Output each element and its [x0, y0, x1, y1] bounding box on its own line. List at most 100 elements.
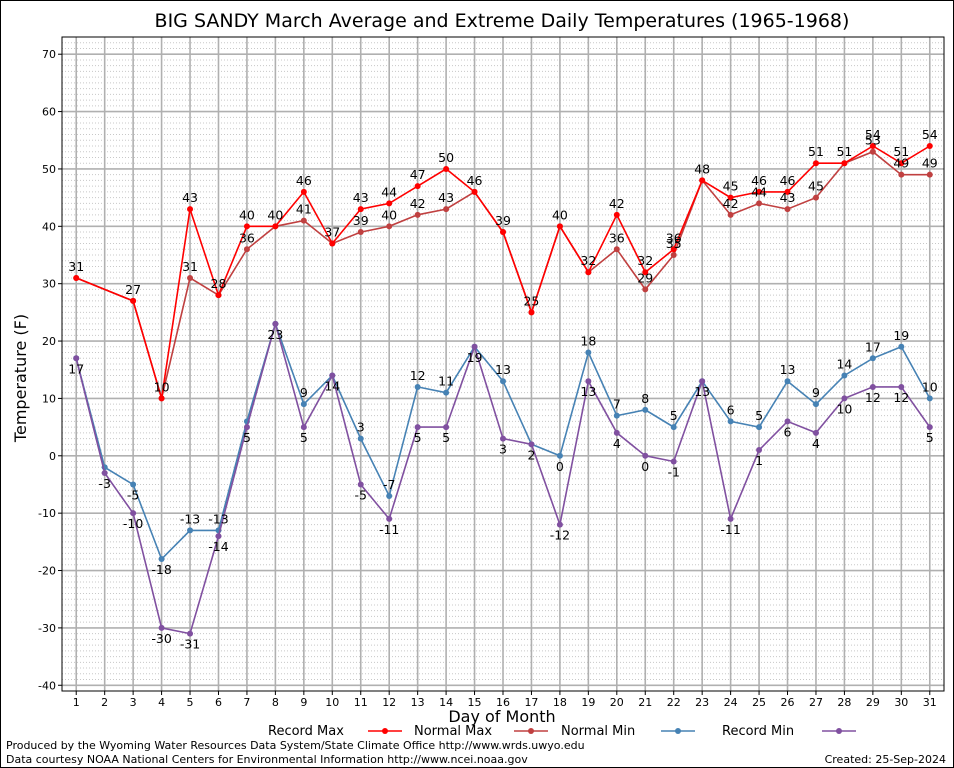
- footer-created: Created: 25-Sep-2024: [825, 753, 946, 766]
- y-tick-label: 70: [42, 48, 56, 61]
- y-tick-label: 20: [42, 335, 56, 348]
- normal-max-label: 36: [239, 230, 255, 245]
- normal-max-label: 44: [751, 184, 767, 199]
- x-tick-label: 18: [553, 696, 567, 709]
- record-min-point: [158, 624, 165, 631]
- record-min-point: [784, 418, 791, 425]
- footer-produced-by: Produced by the Wyoming Water Resources …: [6, 739, 585, 752]
- normal-max-label: 29: [637, 270, 653, 285]
- normal-max-label: 40: [267, 207, 283, 222]
- record-min-label: 1: [755, 453, 763, 468]
- x-tick-label: 28: [837, 696, 851, 709]
- normal-max-label: 42: [410, 196, 426, 211]
- record-max-point: [784, 188, 791, 195]
- y-tick-label: 0: [49, 450, 56, 463]
- y-tick-label: -30: [38, 622, 56, 635]
- record-min-label: -30: [151, 631, 171, 646]
- normal-min-label: 7: [613, 397, 621, 412]
- record-min-point: [841, 395, 848, 402]
- x-tick-label: 5: [187, 696, 194, 709]
- record-max-label: 54: [865, 127, 881, 142]
- record-max-point: [585, 269, 592, 276]
- record-min-point: [812, 429, 819, 436]
- normal-min-label: -13: [180, 511, 200, 526]
- record-max-label: 40: [239, 207, 255, 222]
- record-min-label: -10: [123, 516, 143, 531]
- normal-min-label: 17: [865, 339, 881, 354]
- record-max-label: 50: [438, 150, 454, 165]
- record-min-point: [386, 515, 393, 522]
- record-min-point: [215, 533, 222, 540]
- record-min-point: [130, 510, 137, 517]
- record-min-label: 5: [300, 430, 308, 445]
- record-min-point: [101, 470, 108, 476]
- normal-min-point: [386, 492, 393, 499]
- normal-max-point: [414, 211, 421, 218]
- record-max-point: [699, 177, 706, 184]
- record-min-point: [187, 630, 194, 637]
- record-max-point: [670, 246, 677, 253]
- normal-max-label: 45: [808, 179, 824, 194]
- record-max-point: [642, 269, 649, 276]
- normal-min-point: [556, 452, 563, 459]
- record-min-label: -11: [379, 522, 399, 537]
- record-min-label: 23: [267, 327, 283, 342]
- normal-min-point: [130, 481, 137, 488]
- legend-swatch-marker-record-min: [836, 728, 842, 734]
- record-min-point: [642, 452, 649, 459]
- normal-max-label: 49: [893, 156, 909, 171]
- normal-min-label: 6: [727, 402, 735, 417]
- normal-max-point: [642, 286, 649, 293]
- normal-max-point: [727, 211, 734, 218]
- normal-max-label: 35: [666, 236, 682, 251]
- normal-max-point: [670, 252, 677, 258]
- normal-max-label: 46: [467, 173, 483, 188]
- record-max-label: 46: [751, 173, 767, 188]
- record-min-label: -5: [127, 487, 139, 502]
- normal-min-label: 5: [755, 408, 763, 423]
- record-min-point: [329, 372, 336, 379]
- legend: Record Max Normal Max Normal Min Record Min: [268, 724, 856, 739]
- normal-min-point: [585, 349, 592, 356]
- normal-max-point: [386, 223, 393, 230]
- normal-max-label: 37: [324, 225, 340, 240]
- record-min-label: 5: [243, 430, 251, 445]
- footer-data-courtesy: Data courtesy NOAA National Centers for …: [6, 753, 528, 766]
- normal-max-label: 27: [125, 282, 141, 297]
- record-max-point: [556, 223, 563, 230]
- normal-max-point: [357, 229, 364, 236]
- normal-max-label: 40: [552, 207, 568, 222]
- normal-max-point: [613, 246, 620, 253]
- record-min-point: [471, 343, 478, 350]
- normal-min-label: 5: [670, 408, 678, 423]
- record-max-point: [272, 223, 279, 230]
- record-max-label: 43: [182, 190, 198, 205]
- normal-max-point: [300, 217, 307, 224]
- x-tick-label: 26: [781, 696, 795, 709]
- record-max-point: [756, 188, 763, 195]
- normal-max-label: 25: [523, 293, 539, 308]
- legend-swatch-marker-normal-min: [675, 728, 681, 734]
- y-tick-label: 40: [42, 220, 56, 233]
- x-tick-label: 25: [752, 696, 766, 709]
- normal-max-label: 39: [495, 213, 511, 228]
- record-min-label: -18: [151, 562, 171, 577]
- record-min-point: [500, 435, 506, 442]
- record-max-label: 44: [381, 184, 397, 199]
- normal-min-label: 9: [300, 385, 308, 400]
- x-tick-label: 27: [809, 696, 823, 709]
- normal-min-point: [727, 418, 734, 425]
- record-max-point: [329, 240, 336, 247]
- normal-max-label: 36: [609, 230, 625, 245]
- normal-min-label: 8: [641, 391, 649, 406]
- normal-min-point: [642, 406, 649, 413]
- x-tick-label: 11: [354, 696, 368, 709]
- legend-swatch-marker-record-max: [382, 728, 388, 734]
- record-min-label: 4: [613, 436, 621, 451]
- record-max-label: 45: [723, 179, 739, 194]
- normal-min-label: 11: [438, 374, 454, 389]
- record-max-point: [414, 183, 421, 190]
